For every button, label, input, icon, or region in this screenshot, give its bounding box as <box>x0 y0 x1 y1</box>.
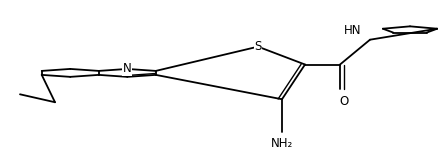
Text: NH₂: NH₂ <box>270 137 293 150</box>
Text: S: S <box>254 40 261 53</box>
Text: N: N <box>123 62 131 75</box>
Text: O: O <box>339 95 348 108</box>
Text: HN: HN <box>343 24 360 37</box>
